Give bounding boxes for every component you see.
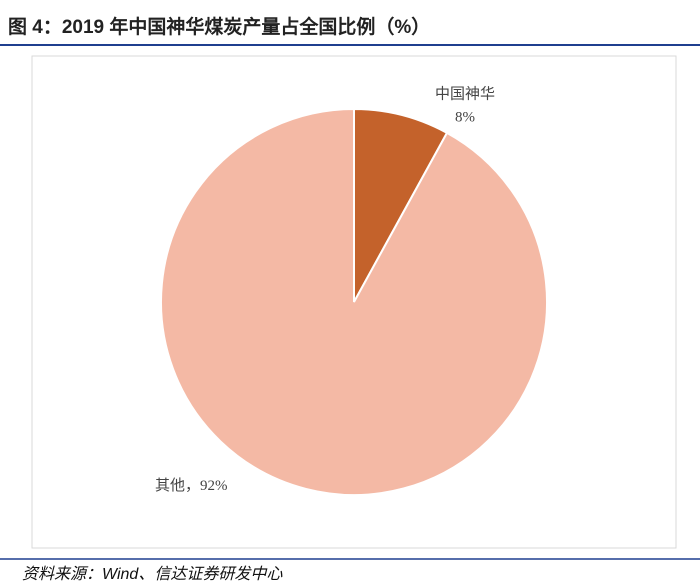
value-label: 8% [455,109,475,125]
value-label: 92% [200,478,228,494]
slice-label: 中国神华 [435,85,495,102]
pie [160,107,548,496]
slice-label-group: 其他，92% [155,477,228,494]
chart-frame [31,55,677,549]
label-separator: ， [185,478,200,494]
source-note: 资料来源：Wind、信达证券研发中心 [22,565,283,583]
slice-label: 其他 [155,477,185,494]
pie-slice [353,107,449,303]
chart-title: 图 4：2019 年中国神华煤炭产量占全国比例（%） [8,15,430,38]
pie-slice [160,107,548,496]
